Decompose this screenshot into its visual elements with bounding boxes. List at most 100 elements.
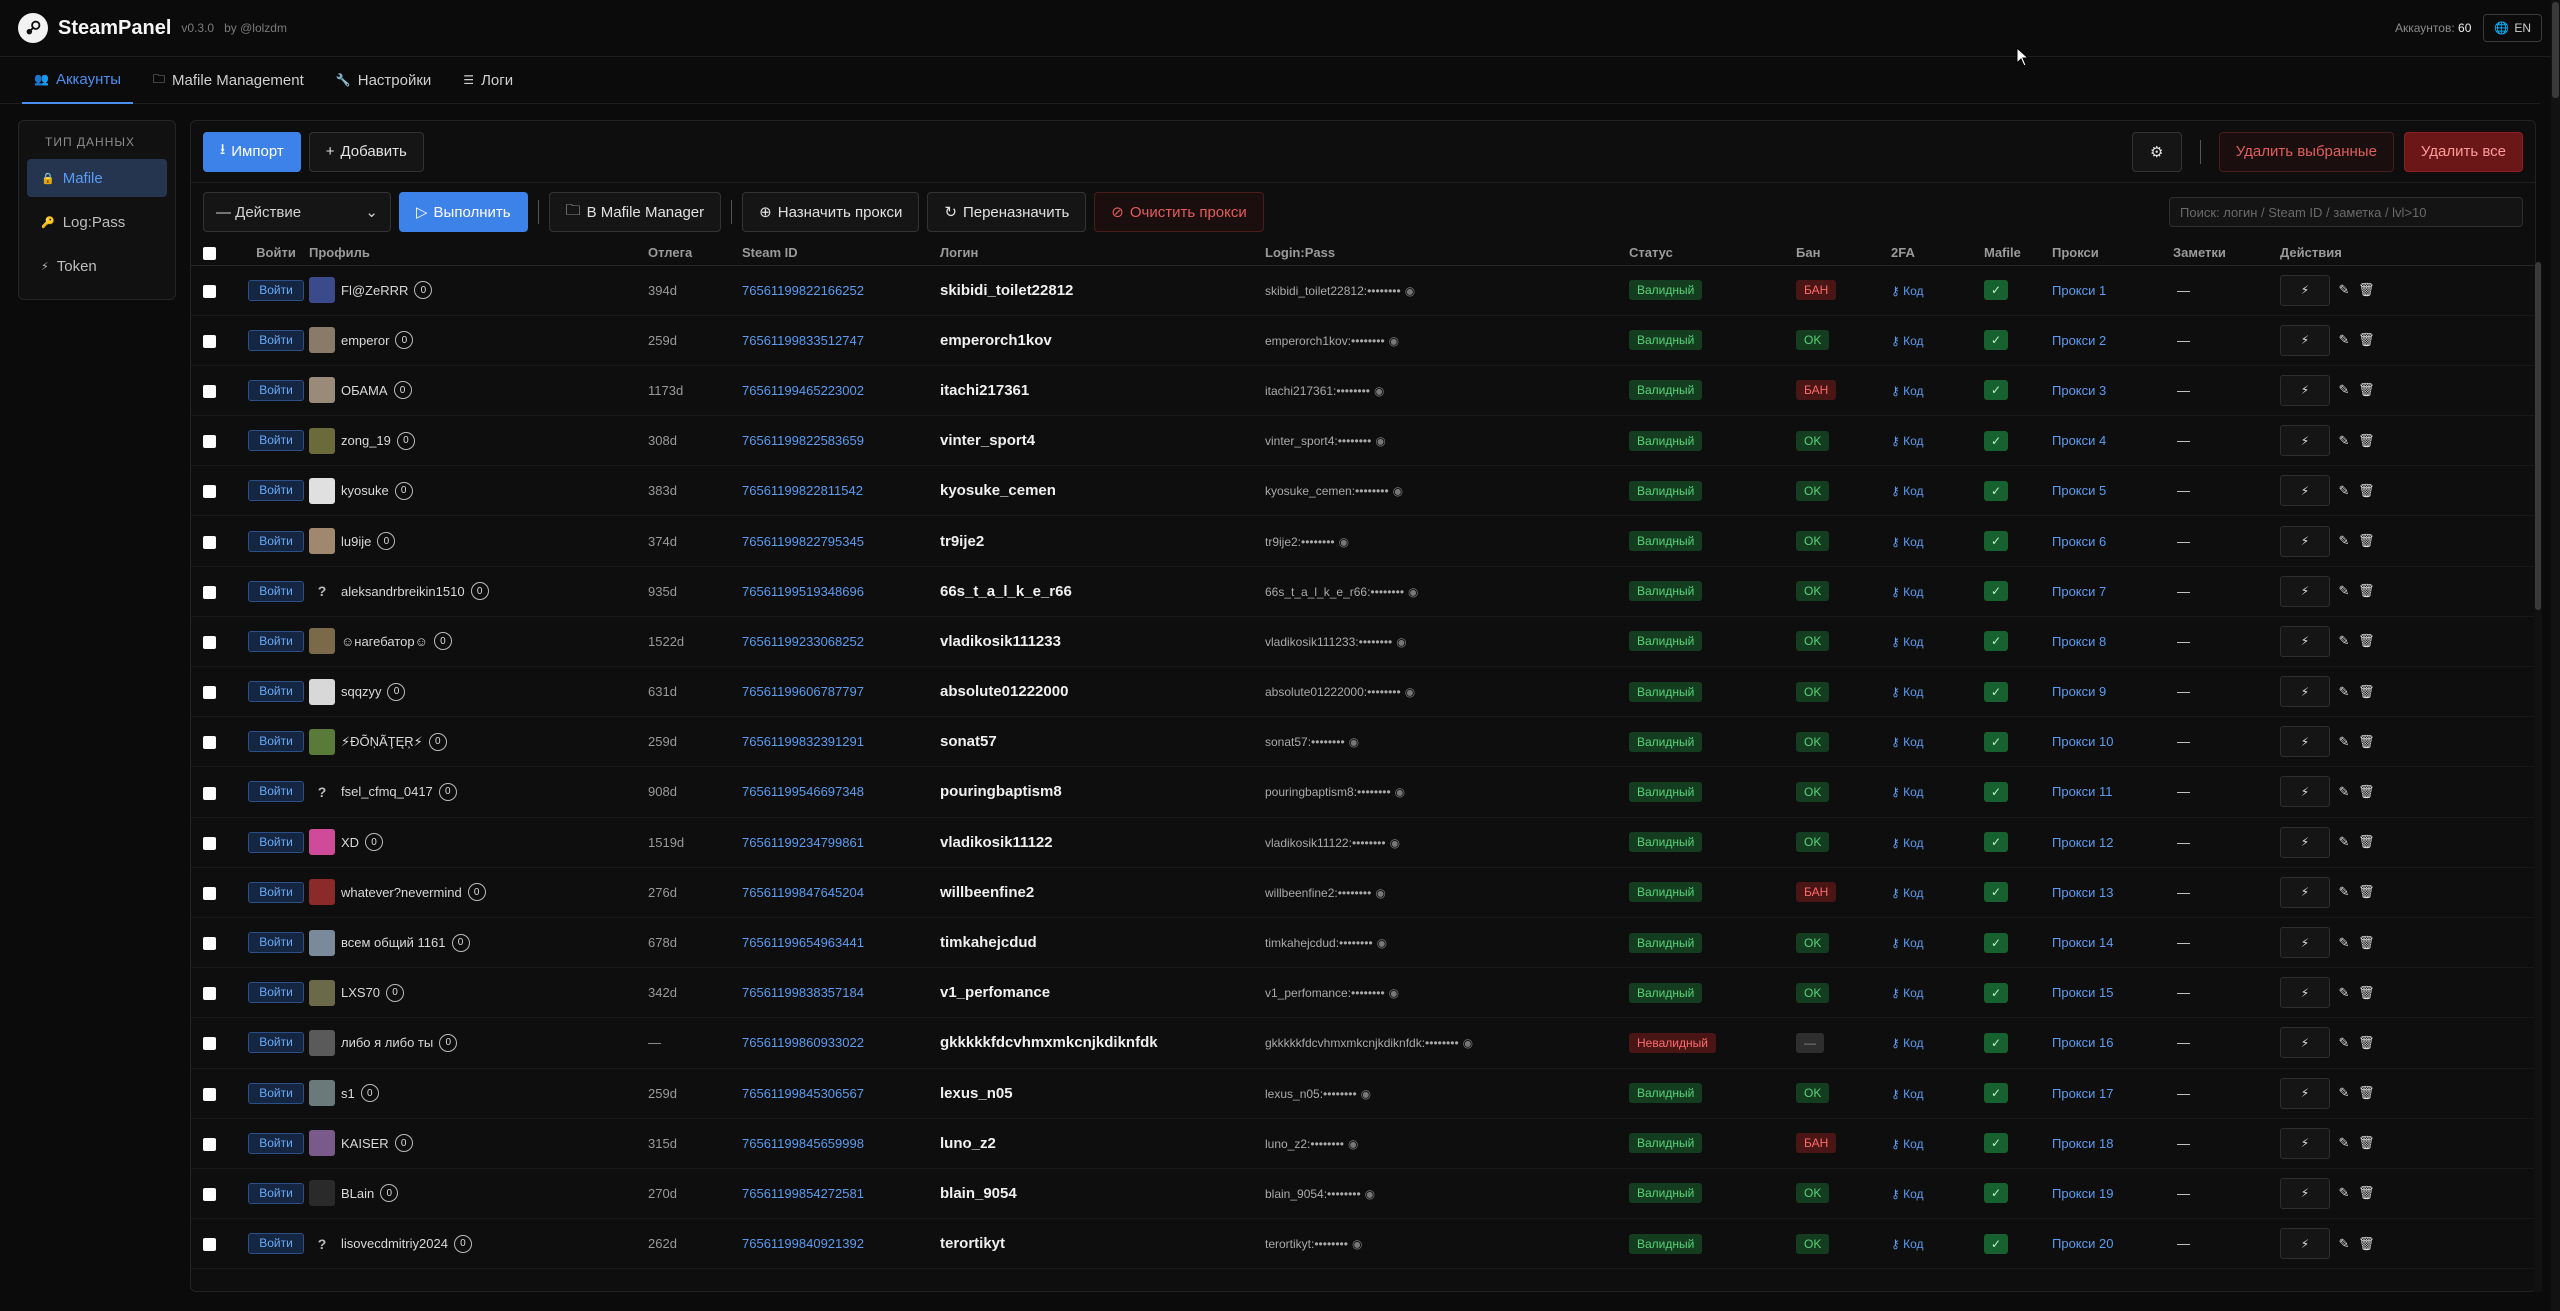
steamid-link[interactable]: 76561199822583659 — [742, 433, 864, 449]
code-link[interactable]: ⚷ Код — [1891, 936, 1924, 950]
row-checkbox[interactable] — [203, 836, 216, 850]
edit-icon[interactable]: ✎ — [2338, 884, 2350, 900]
proxy-link[interactable]: Прокси 20 — [2052, 1236, 2114, 1252]
edit-icon[interactable]: ✎ — [2338, 633, 2350, 649]
code-link[interactable]: ⚷ Код — [1891, 535, 1924, 549]
login-button[interactable]: Войти — [248, 430, 304, 452]
profile[interactable]: всем общий 1161 0 — [309, 929, 648, 956]
mafile-check-icon[interactable]: ✓ — [1984, 631, 2008, 652]
profile[interactable]: kyosuke 0 — [309, 477, 648, 504]
proxy-link[interactable]: Прокси 5 — [2052, 483, 2107, 499]
lightning-icon[interactable]: ⚡ — [2280, 575, 2330, 607]
steamid-link[interactable]: 76561199845659998 — [742, 1135, 864, 1151]
proxy-link[interactable]: Прокси 19 — [2052, 1185, 2114, 1201]
lightning-icon[interactable]: ⚡ — [2280, 676, 2330, 708]
trash-icon[interactable]: 🗑 — [2358, 1135, 2375, 1151]
edit-icon[interactable]: ✎ — [2338, 984, 2350, 1000]
steamid-link[interactable]: 76561199465223002 — [742, 382, 864, 398]
trash-icon[interactable]: 🗑 — [2358, 282, 2375, 298]
mafile-check-icon[interactable]: ✓ — [1984, 480, 2008, 501]
profile[interactable]: BLain 0 — [309, 1180, 648, 1207]
mafile-check-icon[interactable]: ✓ — [1984, 1083, 2008, 1104]
profile[interactable]: Fl@ZeRRR 0 — [309, 277, 648, 304]
login-button[interactable]: Войти — [248, 932, 304, 954]
trash-icon[interactable]: 🗑 — [2358, 633, 2375, 649]
tab-1[interactable]: 🗀 Mafile Management — [141, 57, 316, 104]
trash-icon[interactable]: 🗑 — [2358, 984, 2375, 1000]
login-button[interactable]: Войти — [248, 1182, 304, 1204]
row-checkbox[interactable] — [203, 686, 216, 700]
row-checkbox[interactable] — [203, 1238, 216, 1252]
trash-icon[interactable]: 🗑 — [2358, 382, 2375, 398]
trash-icon[interactable]: 🗑 — [2358, 482, 2375, 498]
profile[interactable]: LXS70 0 — [309, 979, 648, 1006]
steamid-link[interactable]: 76561199654963441 — [742, 935, 864, 951]
row-checkbox[interactable] — [203, 385, 216, 398]
trash-icon[interactable]: 🗑 — [2358, 432, 2375, 448]
row-checkbox[interactable] — [203, 635, 216, 649]
row-checkbox[interactable] — [203, 535, 216, 549]
mafile-check-icon[interactable]: ✓ — [1984, 932, 2008, 953]
row-checkbox[interactable] — [203, 937, 216, 951]
execute-button[interactable]: ▷ Выполнить — [399, 192, 528, 232]
profile[interactable]: ? aleksandrbreikin1510 0 — [309, 578, 648, 604]
tab-2[interactable]: 🔧 Настройки — [324, 57, 444, 104]
code-link[interactable]: ⚷ Код — [1891, 334, 1924, 348]
mafile-check-icon[interactable]: ✓ — [1984, 1032, 2008, 1053]
settings-button[interactable]: ⚙ — [2131, 131, 2182, 172]
trash-icon[interactable]: 🗑 — [2358, 934, 2375, 950]
add-button[interactable]: + Добавить — [308, 131, 424, 172]
table-scrollbar-thumb[interactable] — [2535, 262, 2541, 610]
eye-icon[interactable]: ◉ — [1364, 1186, 1376, 1201]
code-link[interactable]: ⚷ Код — [1891, 1237, 1924, 1251]
proxy-link[interactable]: Прокси 11 — [2052, 784, 2113, 800]
row-checkbox[interactable] — [203, 786, 216, 800]
profile[interactable]: либо я либо ты 0 — [309, 1029, 648, 1056]
edit-icon[interactable]: ✎ — [2338, 482, 2350, 498]
row-checkbox[interactable] — [203, 284, 216, 298]
login-button[interactable]: Войти — [248, 781, 304, 803]
proxy-link[interactable]: Прокси 13 — [2052, 884, 2114, 900]
login-button[interactable]: Войти — [248, 279, 304, 301]
lightning-icon[interactable]: ⚡ — [2280, 1077, 2330, 1109]
row-checkbox[interactable] — [203, 886, 216, 900]
delete-all-button[interactable]: Удалить все — [2403, 131, 2523, 172]
login-button[interactable]: Войти — [248, 530, 304, 552]
code-link[interactable]: ⚷ Код — [1891, 685, 1924, 699]
mafile-check-icon[interactable]: ✓ — [1984, 280, 2008, 301]
trash-icon[interactable]: 🗑 — [2358, 1085, 2375, 1101]
steamid-link[interactable]: 76561199854272581 — [742, 1185, 864, 1201]
edit-icon[interactable]: ✎ — [2338, 834, 2350, 850]
proxy-link[interactable]: Прокси 14 — [2052, 935, 2114, 951]
edit-icon[interactable]: ✎ — [2338, 733, 2350, 749]
code-link[interactable]: ⚷ Код — [1891, 484, 1924, 498]
eye-icon[interactable]: ◉ — [1360, 1086, 1372, 1101]
mafile-check-icon[interactable]: ✓ — [1984, 731, 2008, 752]
steamid-link[interactable]: 76561199606787797 — [742, 684, 864, 700]
lightning-icon[interactable]: ⚡ — [2280, 826, 2330, 858]
mafile-check-icon[interactable]: ✓ — [1984, 581, 2008, 602]
edit-icon[interactable]: ✎ — [2338, 1235, 2350, 1251]
row-checkbox[interactable] — [203, 1087, 216, 1101]
profile[interactable]: whatever?nevermind 0 — [309, 879, 648, 906]
row-checkbox[interactable] — [203, 485, 216, 499]
edit-icon[interactable]: ✎ — [2338, 583, 2350, 599]
profile[interactable]: emperor 0 — [309, 327, 648, 354]
tab-0[interactable]: 👥 Аккаунты — [22, 57, 134, 104]
login-button[interactable]: Войти — [248, 881, 304, 903]
trash-icon[interactable]: 🗑 — [2358, 583, 2375, 599]
row-checkbox[interactable] — [203, 987, 216, 1001]
import-button[interactable]: ⭳ Импорт — [203, 131, 301, 172]
eye-icon[interactable]: ◉ — [1462, 1036, 1474, 1051]
edit-icon[interactable]: ✎ — [2338, 533, 2350, 549]
eye-icon[interactable]: ◉ — [1351, 1237, 1363, 1252]
login-button[interactable]: Войти — [248, 580, 304, 602]
steamid-link[interactable]: 76561199847645204 — [742, 884, 864, 900]
profile[interactable]: KAISER 0 — [309, 1130, 648, 1157]
code-link[interactable]: ⚷ Код — [1891, 836, 1924, 850]
code-link[interactable]: ⚷ Код — [1891, 886, 1924, 900]
lightning-icon[interactable]: ⚡ — [2280, 977, 2330, 1009]
proxy-link[interactable]: Прокси 7 — [2052, 583, 2107, 599]
mafile-check-icon[interactable]: ✓ — [1984, 430, 2008, 451]
mafile-check-icon[interactable]: ✓ — [1984, 832, 2008, 853]
